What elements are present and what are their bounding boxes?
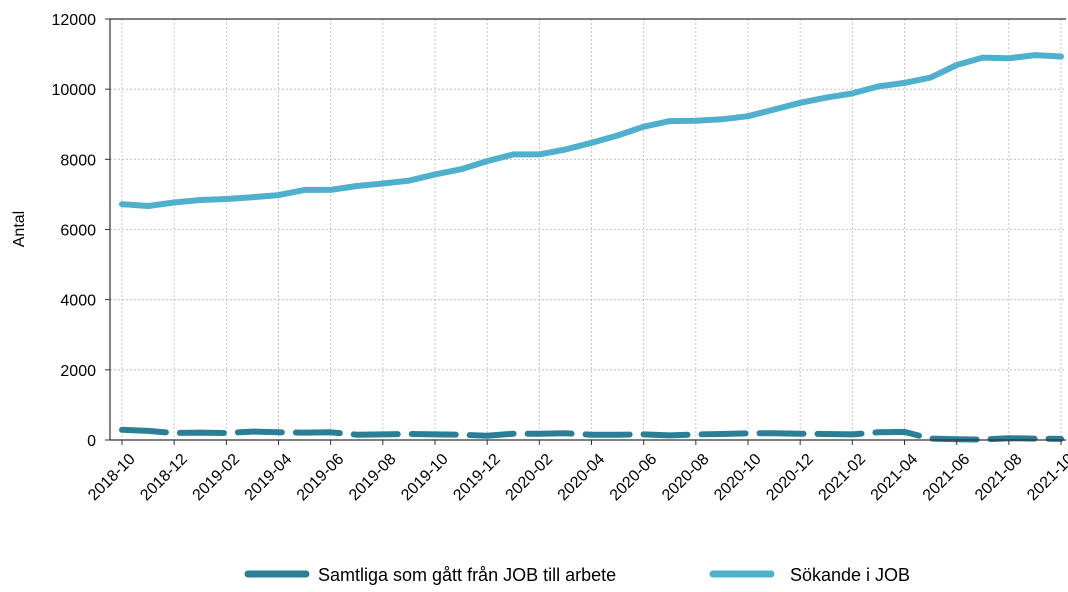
x-tick-label: 2018-12 — [137, 451, 191, 505]
y-tick-label: 12000 — [52, 12, 97, 29]
y-axis-title: Antal — [11, 211, 28, 247]
x-tick-label: 2019-12 — [450, 451, 504, 505]
y-tick-label: 10000 — [52, 82, 97, 99]
axes — [105, 18, 1066, 445]
x-tick-label: 2019-10 — [398, 451, 452, 505]
y-tick-label: 4000 — [60, 293, 96, 310]
series-line-1 — [119, 52, 1064, 209]
x-tick-label: 2021-02 — [816, 451, 870, 505]
x-tick-labels: 2018-102018-122019-022019-042019-062019-… — [85, 451, 1068, 505]
x-tick-label: 2020-04 — [555, 451, 609, 505]
series-line-0 — [119, 426, 1064, 443]
x-tick-label: 2020-12 — [763, 451, 817, 505]
y-tick-label: 6000 — [60, 223, 96, 240]
x-tick-label: 2021-10 — [1024, 451, 1068, 505]
x-tick-label: 2019-06 — [294, 451, 348, 505]
x-tick-label: 2019-04 — [242, 451, 296, 505]
y-tick-label: 8000 — [60, 152, 96, 169]
legend: Samtliga som gått från JOB till arbete Sö… — [244, 565, 910, 585]
x-tick-label: 2020-06 — [607, 451, 661, 505]
x-tick-label: 2021-08 — [972, 451, 1026, 505]
x-tick-label: 2020-02 — [503, 451, 557, 505]
series-group — [119, 52, 1064, 443]
legend-label-1: Sökande i JOB — [790, 565, 910, 585]
x-tick-label: 2021-04 — [868, 451, 922, 505]
y-tick-label: 2000 — [60, 363, 96, 380]
x-tick-label: 2020-08 — [659, 451, 713, 505]
x-tick-label: 2019-08 — [346, 451, 400, 505]
y-tick-labels: 0 2000 4000 6000 8000 10000 12000 — [52, 12, 97, 450]
y-tick-label: 0 — [87, 433, 96, 450]
x-tick-label: 2021-06 — [920, 451, 974, 505]
x-tick-label: 2020-10 — [711, 451, 765, 505]
legend-label-0: Samtliga som gått från JOB till arbete — [318, 565, 616, 585]
x-tick-label: 2018-10 — [85, 451, 139, 505]
x-tick-label: 2019-02 — [190, 451, 244, 505]
